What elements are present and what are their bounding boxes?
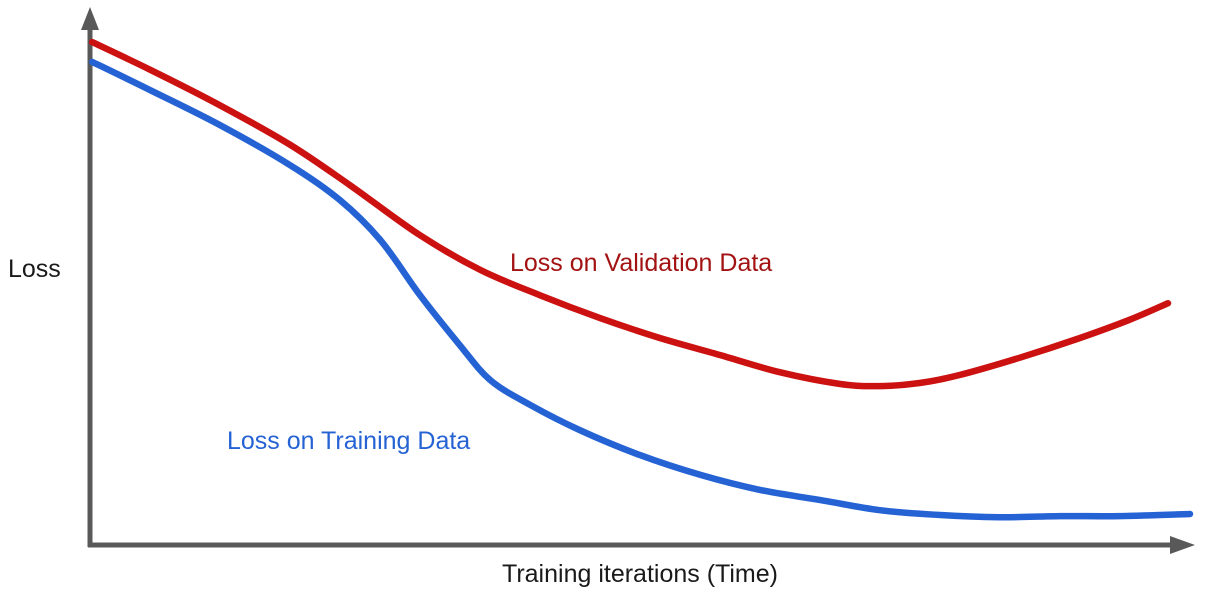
- x-axis-title: Training iterations (Time): [501, 560, 778, 588]
- validation-curve-label: Loss on Validation Data: [510, 249, 773, 277]
- y-axis-title: Loss: [8, 255, 61, 283]
- validation-curve: [88, 38, 1172, 390]
- training-curve-label: Loss on Training Data: [227, 427, 471, 455]
- training-curve: [88, 58, 1194, 521]
- y-axis-arrowhead: [81, 7, 99, 30]
- x-axis-arrowhead: [1170, 536, 1195, 554]
